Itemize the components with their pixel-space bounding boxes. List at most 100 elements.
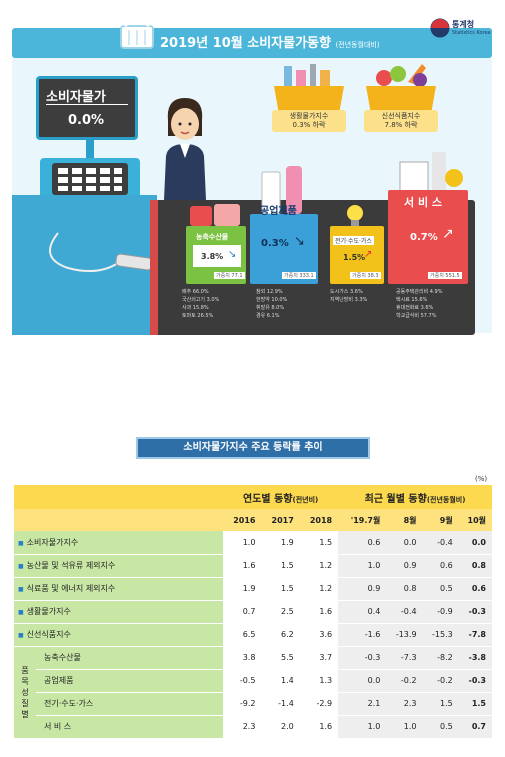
cpi-display	[36, 76, 138, 140]
table-cell: 1.5	[261, 554, 300, 578]
col-header: 2017	[261, 509, 300, 531]
divider	[46, 104, 128, 105]
table-cell: -1.6	[338, 623, 387, 647]
table-cell: 3.6	[299, 623, 339, 647]
service-value: 0.7%	[410, 232, 438, 243]
table-cell: 1.5	[422, 692, 459, 716]
utility-label: 전기·수도·가스	[333, 236, 374, 245]
table-cell: 1.4	[261, 669, 300, 693]
table-cell: 0.9	[386, 554, 423, 578]
table-cell: 2.1	[338, 692, 387, 716]
service-weight: 가중치 551.5	[428, 272, 462, 279]
table-cell: -0.2	[422, 669, 459, 693]
fresh-index-label: 신선식품지수 7.8% 하락	[364, 110, 438, 132]
agri-label: 농축수산물	[196, 233, 229, 241]
row-label: ■ 식료품 및 에너지 제외지수	[14, 577, 224, 601]
col-header: '19.7월	[338, 509, 387, 531]
table-cell: 2.3	[386, 692, 423, 716]
table-row: ■ 생활물가지수 0.7 2.5 1.6 0.4 -0.4 -0.9 -0.3	[14, 600, 492, 624]
table-cell: -0.9	[422, 600, 459, 624]
table-cell: 0.7	[223, 600, 262, 624]
register-stand	[86, 140, 94, 160]
yearly-group-header: 연도별 동향(전년비)	[223, 485, 339, 509]
counter-edge	[150, 200, 158, 335]
table-cell: 0.9	[338, 577, 387, 601]
table-cell: 0.5	[422, 577, 459, 601]
table-cell: 0.6	[458, 577, 492, 601]
table-cell: 1.5	[458, 692, 492, 716]
table-cell: -9.2	[223, 692, 262, 716]
table-cell: -7.3	[386, 646, 423, 670]
table-cell: -15.3	[422, 623, 459, 647]
cpi-trend-table: 연도별 동향(전년비) 최근 월별 동향(전년동월비) 2016 2017 20…	[14, 485, 492, 739]
col-header: 9월	[422, 509, 459, 531]
basket-icon	[120, 17, 154, 49]
agri-items: 배추 66.0% 국산쇠고기 3.0% 사과 15.8% 토마토 26.5%	[182, 289, 220, 319]
table-cell: 1.0	[386, 715, 423, 739]
table-row: 전기·수도·가스 -9.2 -1.4 -2.9 2.1 2.3 1.5 1.5	[14, 692, 492, 716]
living-index-label: 생활물가지수 0.3% 하락	[272, 110, 346, 132]
utility-items: 도시가스 3.6% 지역난방비 3.3%	[330, 289, 368, 303]
table-cell: 2.3	[223, 715, 262, 739]
table-cell: 1.9	[261, 531, 300, 555]
table-cell: -3.8	[458, 646, 492, 670]
table-cell: 0.7	[458, 715, 492, 739]
row-label: ■ 신선식품지수	[14, 623, 224, 647]
table-cell: 6.5	[223, 623, 262, 647]
industrial-label: 공업제품	[260, 206, 297, 217]
table-cell: 2.0	[261, 715, 300, 739]
service-items: 공동주택관리비 4.9% 택시료 15.6% 휴대전화료 3.6% 학교급식비 57.…	[396, 289, 443, 319]
row-label: 공업제품	[36, 669, 224, 693]
table-cell: -2.9	[299, 692, 339, 716]
table-cell: -8.2	[422, 646, 459, 670]
meat-icon	[190, 204, 240, 226]
col-header: 2018	[299, 509, 339, 531]
table-cell: -0.2	[386, 669, 423, 693]
agri-value-box	[192, 244, 242, 268]
table-cell: 1.3	[299, 669, 339, 693]
table-cell: -0.3	[458, 600, 492, 624]
table-cell: 3.8	[223, 646, 262, 670]
col-header: 10월	[458, 509, 492, 531]
table-row: ■ 신선식품지수 6.5 6.2 3.6 -1.6 -13.9 -15.3 -7.8	[14, 623, 492, 647]
table-cell: -0.3	[338, 646, 387, 670]
table-cell: 0.8	[458, 554, 492, 578]
table-cell: -0.4	[386, 600, 423, 624]
table-row: ■ 소비자물가지수 1.0 1.9 1.5 0.6 0.0 -0.4 0.0	[14, 531, 492, 555]
lightbulb-icon	[347, 205, 363, 226]
corner-cell	[14, 509, 224, 531]
title-banner	[12, 28, 492, 58]
industrial-items: 참외 12.9% 한방약 10.0% 휘발유 8.0% 경유 6.1%	[256, 289, 288, 319]
cpi-label: 소비자물가	[46, 90, 106, 105]
arrow-up-icon: ↗	[364, 249, 373, 260]
keypad	[52, 163, 128, 195]
corner-cell	[14, 485, 224, 509]
row-label: ■ 소비자물가지수	[14, 531, 224, 555]
table-cell: 1.6	[223, 554, 262, 578]
monthly-group-header: 최근 월별 동향(전년동월비)	[338, 485, 492, 509]
table-cell: 5.5	[261, 646, 300, 670]
table-cell: 1.6	[299, 600, 339, 624]
statistics-korea-logo	[430, 18, 450, 38]
table-cell: 0.4	[338, 600, 387, 624]
table-row: ■ 농산물 및 석유류 제외지수 1.6 1.5 1.2 1.0 0.9 0.6 0.8	[14, 554, 492, 578]
utility-value: 1.5%	[343, 253, 366, 262]
table-cell: -13.9	[386, 623, 423, 647]
agency-name: 통계청	[452, 20, 475, 29]
table-cell: 1.0	[338, 715, 387, 739]
industrial-weight: 가중치 333.1	[282, 272, 316, 279]
table-cell: 1.0	[223, 531, 262, 555]
arrow-down-icon: ↘	[294, 234, 305, 249]
table-cell: -7.8	[458, 623, 492, 647]
table-cell: 0.8	[386, 577, 423, 601]
table-cell: 1.0	[338, 554, 387, 578]
section-title: 소비자물가지수 주요 등락률 추이	[136, 437, 370, 459]
cashier-icon	[164, 98, 206, 200]
row-label: 서 비 스	[36, 715, 224, 739]
table-row: 서 비 스 2.3 2.0 1.6 1.0 1.0 0.5 0.7	[14, 715, 492, 739]
table-cell: 1.6	[299, 715, 339, 739]
table-cell: -0.4	[422, 531, 459, 555]
row-label: 전기·수도·가스	[36, 692, 224, 716]
service-card	[388, 190, 468, 284]
